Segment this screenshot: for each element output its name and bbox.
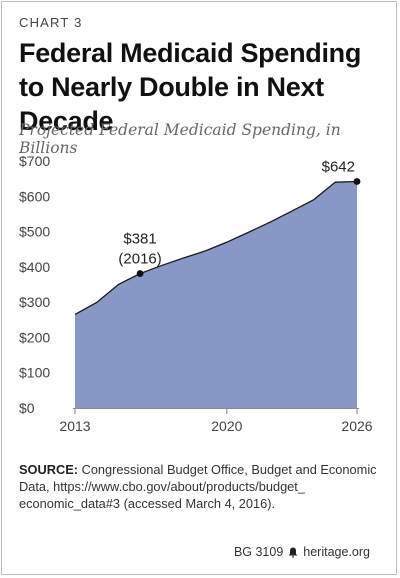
annotation-point — [136, 270, 144, 277]
y-tick-label: $200 — [19, 329, 50, 345]
annotation-label: (2016) — [118, 251, 161, 268]
source-label: SOURCE: — [19, 462, 79, 477]
y-tick-label: $400 — [19, 259, 50, 275]
chart-title: Federal Medicaid Spending to Nearly Doub… — [19, 38, 362, 136]
chart-subtitle: Projected Federal Medicaid Spending, in … — [19, 121, 341, 157]
annotation-label: $381 — [123, 231, 156, 248]
y-tick-label: $700 — [19, 153, 50, 169]
area-fill — [75, 181, 357, 408]
y-tick-label: $600 — [19, 188, 50, 204]
x-tick-label: 2026 — [341, 418, 372, 434]
area-chart: $0 $100 $200 $300 $400 $500 $600 $700 2013 2020 20… — [19, 153, 373, 434]
footer: BG 3109 heritage.org — [234, 545, 370, 559]
y-tick-label: $0 — [19, 400, 35, 416]
y-tick-label: $300 — [19, 294, 50, 310]
y-tick-label: $100 — [19, 365, 50, 381]
source-note: SOURCE: Congressional Budget Office, Bud… — [19, 461, 385, 512]
source-text: Congressional Budget Office, Budget and … — [19, 462, 377, 511]
site-name: heritage.org — [303, 545, 370, 559]
series-line — [74, 180, 358, 316]
y-tick-label: $500 — [19, 224, 50, 240]
report-code: BG 3109 — [233, 545, 284, 559]
x-tick-label: 2013 — [59, 418, 90, 434]
annotation-point — [353, 178, 361, 185]
x-tick-label: 2020 — [211, 418, 242, 434]
chart-number: CHART 3 — [19, 15, 83, 30]
liberty-bell-icon — [288, 547, 298, 558]
annotation-label: $642 — [322, 158, 355, 175]
